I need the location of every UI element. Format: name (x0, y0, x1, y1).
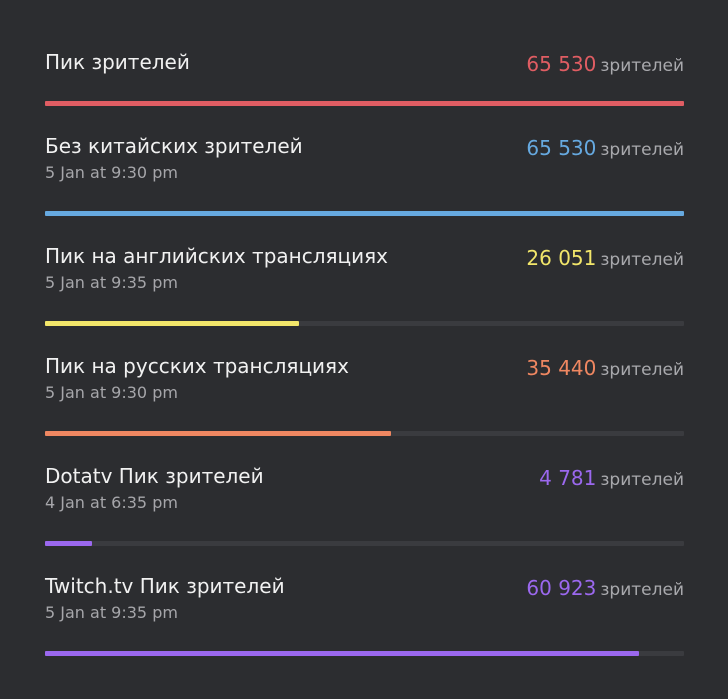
row-stat: 65 530 зрителей (526, 136, 684, 162)
progress-track (45, 651, 684, 656)
row-count: 65 530 (526, 136, 597, 160)
row-stat: 35 440 зрителей (526, 356, 684, 382)
row-unit: зрителей (600, 360, 684, 380)
row-title: Dotatv Пик зрителей (45, 464, 264, 488)
row-unit: зрителей (600, 250, 684, 270)
row-title: Пик на английских трансляциях (45, 244, 389, 268)
row-date: 5 Jan at 9:35 pm (45, 273, 178, 292)
row-unit: зрителей (600, 580, 684, 600)
row-date: 5 Jan at 9:30 pm (45, 163, 178, 182)
row-count: 4 781 (539, 466, 597, 490)
row-title: Пик зрителей (45, 50, 190, 74)
progress-fill (45, 211, 684, 216)
row-title: Пик на русских трансляциях (45, 354, 349, 378)
progress-track (45, 431, 684, 436)
row-date: 5 Jan at 9:35 pm (45, 603, 178, 622)
row-unit: зрителей (600, 140, 684, 160)
progress-fill (45, 541, 92, 546)
row-title: Без китайских зрителей (45, 134, 303, 158)
progress-track (45, 211, 684, 216)
progress-fill (45, 101, 684, 106)
progress-fill (45, 651, 640, 656)
row-title: Twitch.tv Пик зрителей (45, 574, 285, 598)
row-count: 60 923 (526, 576, 597, 600)
row-unit: зрителей (600, 56, 684, 76)
row-date: 5 Jan at 9:30 pm (45, 383, 178, 402)
progress-track (45, 101, 684, 106)
row-stat: 26 051 зрителей (526, 246, 684, 272)
row-stat: 65 530 зрителей (526, 52, 684, 78)
row-count: 65 530 (526, 52, 597, 76)
progress-track (45, 541, 684, 546)
row-date: 4 Jan at 6:35 pm (45, 493, 178, 512)
progress-track (45, 321, 684, 326)
progress-fill (45, 321, 300, 326)
row-unit: зрителей (600, 470, 684, 490)
progress-fill (45, 431, 391, 436)
row-count: 26 051 (526, 246, 597, 270)
row-stat: 4 781 зрителей (539, 466, 684, 492)
row-count: 35 440 (526, 356, 597, 380)
row-stat: 60 923 зрителей (526, 576, 684, 602)
